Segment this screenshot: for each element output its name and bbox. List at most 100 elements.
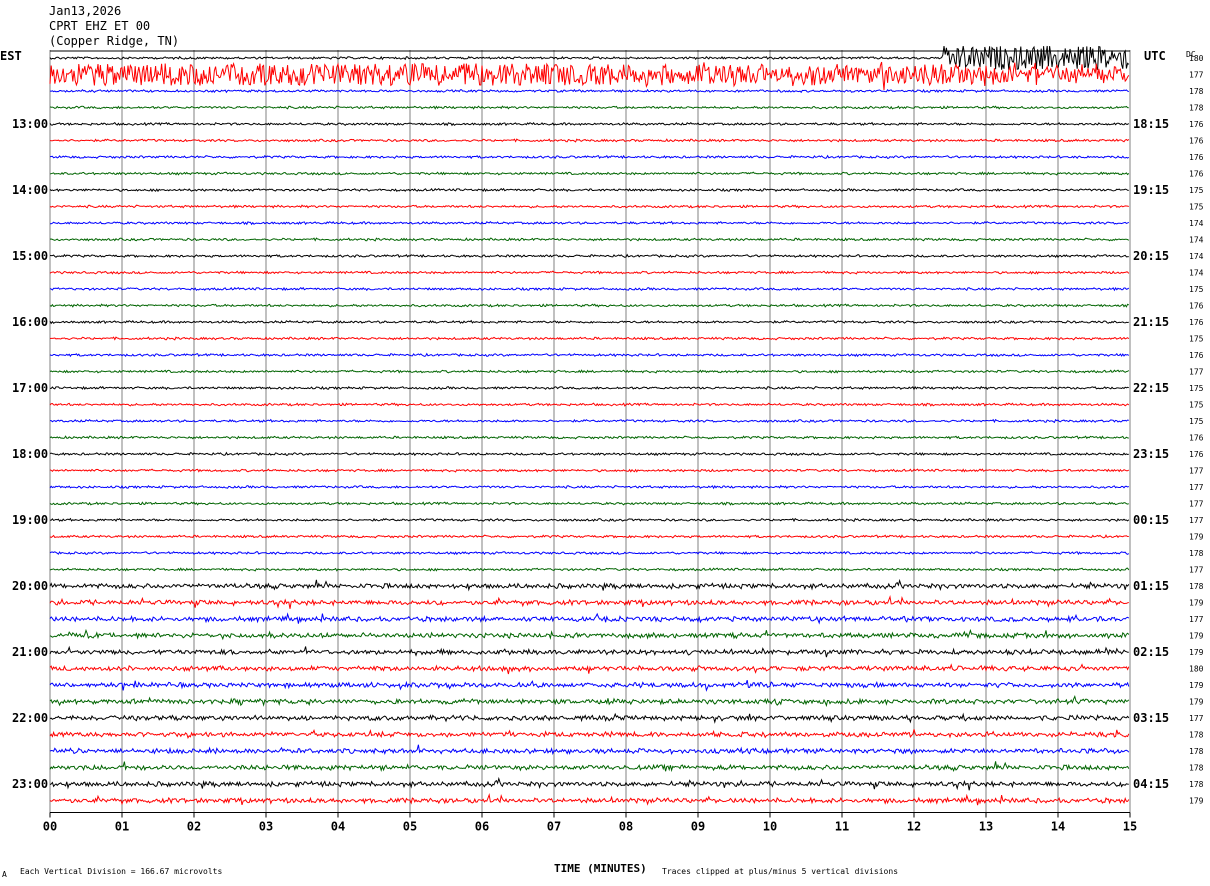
x-tick-label-09: 09 xyxy=(691,820,705,834)
x-tick-label-00: 00 xyxy=(43,820,57,834)
trace-row-1 xyxy=(49,61,1130,91)
trace-row-15 xyxy=(49,303,1130,308)
trace-row-8 xyxy=(49,187,1129,193)
trace-row-45 xyxy=(49,793,1130,806)
x-axis-title: TIME (MINUTES) xyxy=(554,862,647,875)
left-hour-label: 18:00 xyxy=(12,447,48,461)
dc-offset-row-14: 175 xyxy=(1189,285,1204,294)
right-hour-label: 21:15 xyxy=(1133,315,1169,329)
left-hour-label: 17:00 xyxy=(12,381,48,395)
trace-row-5 xyxy=(49,138,1130,143)
right-hour-label: 23:15 xyxy=(1133,447,1169,461)
x-tick-label-03: 03 xyxy=(259,820,273,834)
dc-offset-row-13: 174 xyxy=(1189,269,1204,278)
trace-row-29 xyxy=(49,534,1129,539)
left-hour-label: 20:00 xyxy=(12,579,48,593)
dc-offset-row-21: 175 xyxy=(1189,401,1204,410)
trace-row-10 xyxy=(50,220,1130,226)
dc-offset-row-33: 179 xyxy=(1189,599,1204,608)
trace-row-7 xyxy=(49,171,1130,176)
trace-row-39 xyxy=(49,695,1130,708)
trace-row-28 xyxy=(49,517,1130,523)
right-hour-label: 22:15 xyxy=(1133,381,1169,395)
dc-offset-row-4: 176 xyxy=(1189,120,1204,129)
dc-offset-row-42: 178 xyxy=(1189,747,1204,756)
left-hour-label: 14:00 xyxy=(12,183,48,197)
trace-row-40 xyxy=(49,712,1130,724)
x-tick-label-02: 02 xyxy=(187,820,201,834)
right-hour-label: 19:15 xyxy=(1133,183,1169,197)
dc-offset-row-7: 176 xyxy=(1189,170,1204,179)
dc-offset-row-12: 174 xyxy=(1189,252,1204,261)
dc-offset-row-40: 177 xyxy=(1189,714,1204,723)
dc-offset-row-44: 178 xyxy=(1189,780,1204,789)
trace-row-36 xyxy=(49,645,1129,658)
dc-offset-row-41: 178 xyxy=(1189,731,1204,740)
dc-offset-row-8: 175 xyxy=(1189,186,1204,195)
dc-offset-row-38: 179 xyxy=(1189,681,1204,690)
trace-row-38 xyxy=(49,680,1130,692)
trace-row-33 xyxy=(49,595,1129,609)
dc-offset-row-25: 177 xyxy=(1189,467,1204,476)
right-hour-label: 00:15 xyxy=(1133,513,1169,527)
dc-offset-row-27: 177 xyxy=(1189,500,1204,509)
trace-row-44 xyxy=(49,776,1129,791)
left-hour-label: 23:00 xyxy=(12,777,48,791)
trace-row-35 xyxy=(49,628,1130,641)
trace-row-0 xyxy=(49,45,1130,70)
trace-row-12 xyxy=(49,253,1129,259)
trace-row-9 xyxy=(49,204,1129,209)
dc-offset-row-26: 177 xyxy=(1189,483,1204,492)
left-timezone-label: EST xyxy=(0,49,22,63)
dc-offset-row-11: 174 xyxy=(1189,236,1204,245)
trace-row-14 xyxy=(49,286,1130,292)
right-hour-label: 18:15 xyxy=(1133,117,1169,131)
dc-offset-row-0: 180 xyxy=(1189,54,1204,63)
x-tick-label-08: 08 xyxy=(619,820,633,834)
dc-offset-row-23: 176 xyxy=(1189,434,1204,443)
dc-offset-row-36: 179 xyxy=(1189,648,1204,657)
trace-row-20 xyxy=(50,385,1129,391)
trace-row-11 xyxy=(49,237,1130,242)
trace-row-3 xyxy=(49,105,1129,110)
dc-offset-row-5: 176 xyxy=(1189,137,1204,146)
x-tick-label-14: 14 xyxy=(1051,820,1065,834)
x-tick-label-12: 12 xyxy=(907,820,921,834)
trace-row-21 xyxy=(49,402,1130,407)
dc-offset-row-43: 178 xyxy=(1189,764,1204,773)
x-tick-label-15: 15 xyxy=(1123,820,1137,834)
trace-row-24 xyxy=(49,451,1129,457)
x-tick-label-11: 11 xyxy=(835,820,849,834)
dc-offset-row-34: 177 xyxy=(1189,615,1204,624)
dc-column-label: DC xyxy=(1186,50,1196,59)
trace-row-4 xyxy=(49,121,1130,127)
dc-offset-row-9: 175 xyxy=(1189,203,1204,212)
x-tick-label-13: 13 xyxy=(979,820,993,834)
x-tick-label-04: 04 xyxy=(331,820,345,834)
trace-row-2 xyxy=(49,88,1130,94)
dc-offset-row-28: 177 xyxy=(1189,516,1204,525)
dc-offset-row-15: 176 xyxy=(1189,302,1204,311)
trace-row-26 xyxy=(49,484,1129,490)
trace-row-23 xyxy=(49,435,1129,440)
right-hour-label: 04:15 xyxy=(1133,777,1169,791)
trace-row-19 xyxy=(49,369,1130,374)
right-hour-label: 20:15 xyxy=(1133,249,1169,263)
dc-offset-row-32: 178 xyxy=(1189,582,1204,591)
corner-mark: A xyxy=(2,870,7,879)
left-hour-label: 13:00 xyxy=(12,117,48,131)
dc-offset-row-45: 179 xyxy=(1189,797,1204,806)
trace-row-37 xyxy=(49,663,1130,675)
trace-row-17 xyxy=(49,336,1130,341)
right-hour-label: 03:15 xyxy=(1133,711,1169,725)
x-tick-label-10: 10 xyxy=(763,820,777,834)
trace-row-27 xyxy=(49,501,1129,506)
left-hour-label: 16:00 xyxy=(12,315,48,329)
trace-row-13 xyxy=(49,270,1130,275)
trace-row-18 xyxy=(49,352,1130,358)
trace-row-42 xyxy=(49,744,1130,756)
dc-offset-row-2: 178 xyxy=(1189,87,1204,96)
clip-note: Traces clipped at plus/minus 5 vertical … xyxy=(662,867,899,876)
dc-offset-row-24: 176 xyxy=(1189,450,1204,459)
